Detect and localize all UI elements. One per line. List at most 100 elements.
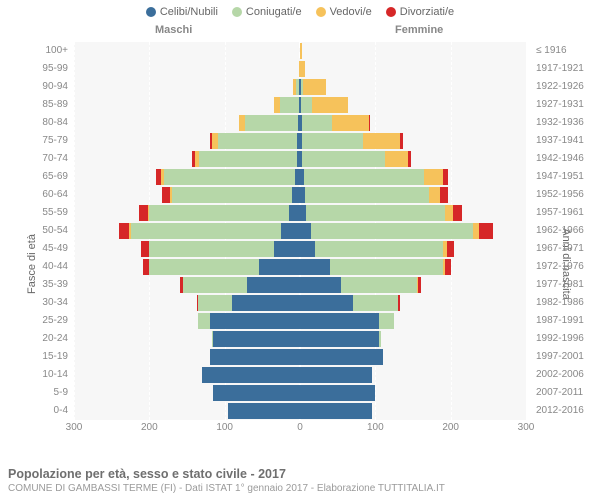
age-band-label: 5-9: [0, 384, 68, 402]
population-pyramid: Fasce di età Anni di nascita 100+95-9990…: [0, 38, 600, 438]
age-band-label: 100+: [0, 42, 68, 60]
chart-title: Popolazione per età, sesso e stato civil…: [8, 467, 592, 481]
legend-label: Celibi/Nubili: [160, 6, 218, 18]
age-band-label: 85-89: [0, 96, 68, 114]
bar-segment: [149, 259, 258, 275]
bar-segment: [213, 331, 300, 347]
age-band-label: 65-69: [0, 168, 68, 186]
bar-segment: [245, 115, 298, 131]
x-tick-label: 100: [216, 422, 233, 433]
birth-year-label: 1917-1921: [536, 60, 600, 78]
column-header-female: Femmine: [395, 24, 443, 36]
pyramid-row: [74, 294, 526, 312]
male-bar: [197, 295, 300, 311]
bar-segment: [199, 151, 297, 167]
pyramid-row: [74, 96, 526, 114]
bar-segment: [400, 133, 403, 149]
pyramid-row: [74, 186, 526, 204]
x-tick-label: 100: [367, 422, 384, 433]
female-bar: [300, 115, 370, 131]
pyramid-row: [74, 204, 526, 222]
male-bar: [213, 385, 300, 401]
pyramid-row: [74, 168, 526, 186]
legend-swatch: [386, 7, 396, 17]
bar-segment: [149, 241, 273, 257]
birth-year-label: 2007-2011: [536, 384, 600, 402]
female-bar: [300, 223, 493, 239]
bar-segment: [300, 277, 341, 293]
bar-segment: [247, 277, 300, 293]
pyramid-row: [74, 150, 526, 168]
bar-segment: [300, 259, 330, 275]
bar-rows: [74, 42, 526, 420]
bar-segment: [302, 151, 385, 167]
pyramid-row: [74, 348, 526, 366]
bar-segment: [202, 367, 300, 383]
bar-segment: [131, 223, 282, 239]
bar-segment: [300, 241, 315, 257]
bar-segment: [300, 367, 372, 383]
female-bar: [300, 403, 372, 419]
chart-subtitle: COMUNE DI GAMBASSI TERME (FI) - Dati IST…: [8, 483, 592, 494]
female-bar: [300, 331, 381, 347]
female-bar: [300, 43, 302, 59]
pyramid-row: [74, 258, 526, 276]
pyramid-row: [74, 330, 526, 348]
birth-year-label: 1927-1931: [536, 96, 600, 114]
male-bar: [202, 367, 300, 383]
bar-segment: [162, 187, 170, 203]
legend-swatch: [232, 7, 242, 17]
x-axis: 3002001000100200300: [74, 422, 526, 436]
male-bar: [212, 331, 300, 347]
age-band-label: 40-44: [0, 258, 68, 276]
bar-segment: [280, 97, 299, 113]
legend: Celibi/Nubili Coniugati/e Vedovi/e Divor…: [0, 0, 600, 18]
bar-segment: [301, 97, 312, 113]
pyramid-row: [74, 60, 526, 78]
male-bar: [162, 187, 300, 203]
bar-segment: [300, 43, 302, 59]
bar-segment: [330, 259, 443, 275]
female-bar: [300, 241, 454, 257]
female-bar: [300, 367, 372, 383]
age-band-label: 10-14: [0, 366, 68, 384]
x-tick-label: 200: [141, 422, 158, 433]
bar-segment: [302, 133, 362, 149]
x-tick-label: 300: [518, 422, 535, 433]
bar-segment: [429, 187, 440, 203]
birth-year-label: ≤ 1916: [536, 42, 600, 60]
pyramid-row: [74, 402, 526, 420]
bar-segment: [447, 241, 455, 257]
female-bar: [300, 133, 403, 149]
female-bar: [300, 187, 448, 203]
male-bar: [198, 313, 300, 329]
age-band-label: 25-29: [0, 312, 68, 330]
pyramid-row: [74, 78, 526, 96]
birth-year-label: 1947-1951: [536, 168, 600, 186]
birth-year-label: 1937-1941: [536, 132, 600, 150]
male-bar: [139, 205, 300, 221]
bar-segment: [292, 187, 300, 203]
bar-segment: [312, 97, 348, 113]
male-bar: [274, 97, 300, 113]
female-bar: [300, 169, 448, 185]
age-band-label: 30-34: [0, 294, 68, 312]
age-band-label: 95-99: [0, 60, 68, 78]
bar-segment: [332, 115, 370, 131]
bar-segment: [445, 205, 453, 221]
bar-segment: [408, 151, 411, 167]
bar-segment: [198, 295, 232, 311]
bar-segment: [139, 205, 148, 221]
bar-segment: [232, 295, 300, 311]
bar-segment: [445, 259, 451, 275]
birth-year-label: 1932-1936: [536, 114, 600, 132]
female-bar: [300, 385, 375, 401]
bar-segment: [304, 169, 425, 185]
bar-segment: [300, 403, 372, 419]
pyramid-row: [74, 42, 526, 60]
bar-segment: [149, 205, 288, 221]
male-bar: [228, 403, 300, 419]
bar-segment: [228, 403, 300, 419]
birth-year-label: 1922-1926: [536, 78, 600, 96]
bar-segment: [306, 205, 445, 221]
